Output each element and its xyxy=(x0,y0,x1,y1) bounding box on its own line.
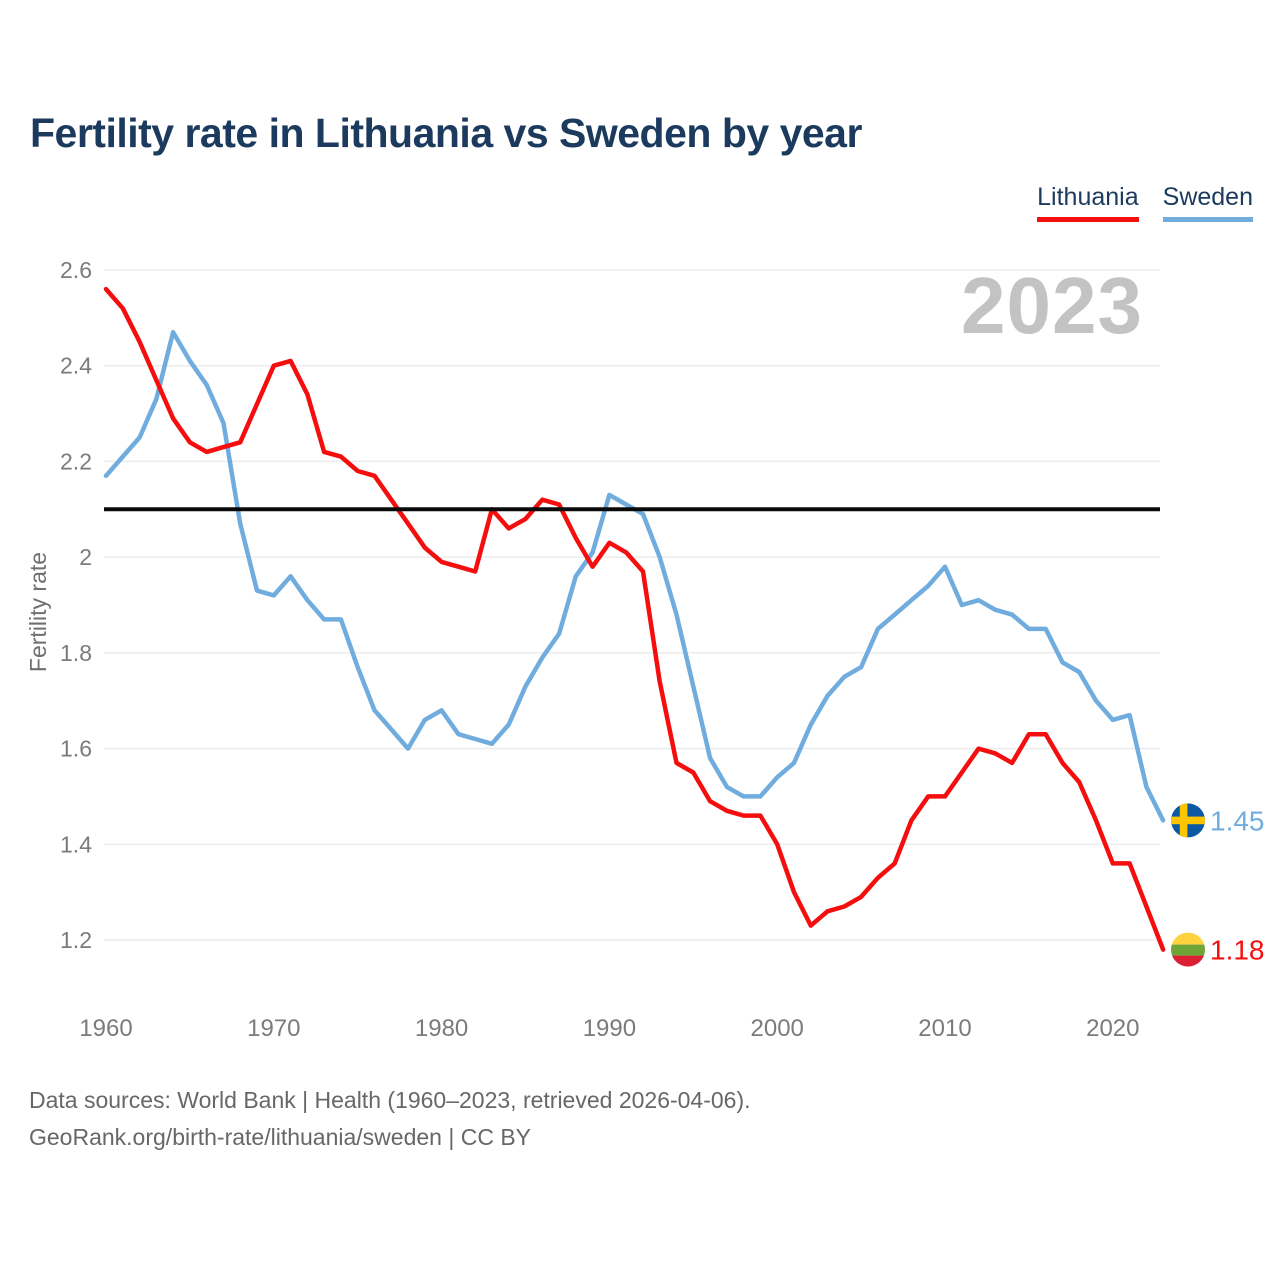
watermark-year: 2023 xyxy=(961,261,1143,350)
page-title: Fertility rate in Lithuania vs Sweden by… xyxy=(30,110,862,156)
x-tick-label-1980: 1980 xyxy=(415,1015,468,1042)
y-tick-label-1.8: 1.8 xyxy=(60,640,92,666)
y-tick-label-1.6: 1.6 xyxy=(60,736,92,762)
end-value-label-sweden: 1.45 xyxy=(1210,805,1265,836)
x-tick-label-1960: 1960 xyxy=(79,1015,132,1042)
legend-item-lithuania[interactable]: Lithuania xyxy=(1037,183,1139,222)
footer-attribution: GeoRank.org/birth-rate/lithuania/sweden … xyxy=(29,1124,532,1150)
x-tick-label-2000: 2000 xyxy=(751,1015,804,1042)
x-tick-label-2010: 2010 xyxy=(918,1015,971,1042)
footer-data-sources: Data sources: World Bank | Health (1960–… xyxy=(29,1087,751,1113)
x-tick-label-1990: 1990 xyxy=(583,1015,636,1042)
y-axis-title: Fertility rate xyxy=(25,552,51,672)
x-tick-label-2020: 2020 xyxy=(1086,1015,1139,1042)
y-tick-label-2.4: 2.4 xyxy=(60,353,92,379)
y-tick-label-2.2: 2.2 xyxy=(60,448,92,474)
y-tick-label-2: 2 xyxy=(79,544,92,570)
y-tick-label-1.4: 1.4 xyxy=(60,831,92,857)
chart-legend: Lithuania Sweden xyxy=(1037,183,1253,222)
series-line-lithuania xyxy=(103,286,1166,952)
x-tick-label-1970: 1970 xyxy=(247,1015,300,1042)
footer: Data sources: World Bank | Health (1960–… xyxy=(29,1082,751,1156)
flag-sweden-icon xyxy=(1171,803,1205,838)
series-line-sweden xyxy=(103,329,1166,823)
legend-label-sweden: Sweden xyxy=(1162,183,1253,211)
legend-label-lithuania: Lithuania xyxy=(1037,183,1139,211)
flag-lithuania-icon xyxy=(1171,932,1205,967)
y-tick-label-1.2: 1.2 xyxy=(60,927,92,953)
end-value-label-lithuania: 1.18 xyxy=(1210,935,1265,966)
legend-item-sweden[interactable]: Sweden xyxy=(1162,183,1253,222)
y-tick-label-2.6: 2.6 xyxy=(60,257,92,283)
